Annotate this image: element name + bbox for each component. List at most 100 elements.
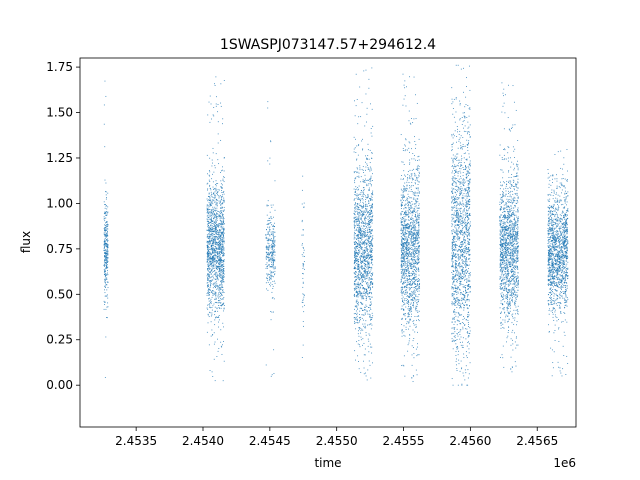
data-point [418,290,420,292]
data-point [453,288,454,290]
data-point [362,196,364,198]
data-point [401,277,403,279]
data-point [362,280,364,282]
data-point [103,271,105,273]
data-point [213,332,215,334]
data-point [220,274,222,275]
data-point [361,284,363,286]
data-point [414,136,415,138]
data-point [107,211,109,213]
data-point [409,204,411,206]
data-point [354,256,356,257]
data-point [369,292,371,294]
data-point [370,323,372,325]
data-point [216,213,218,215]
data-point [271,218,273,220]
data-point [216,283,218,285]
data-point [268,239,270,241]
data-point [218,213,220,215]
data-point [273,231,275,233]
data-point [221,291,223,293]
data-point [271,258,273,260]
data-point [354,296,356,297]
data-point [365,230,367,232]
data-point [405,298,407,300]
data-point [268,218,270,219]
data-point [211,263,213,265]
data-point [403,98,405,100]
data-point [354,182,356,184]
data-point [215,274,216,276]
data-point [414,216,416,217]
data-point [358,290,360,292]
data-point [414,194,416,196]
data-point [206,240,208,242]
data-point [270,245,272,247]
data-point [210,248,212,250]
data-point [413,197,415,199]
data-point [357,198,359,200]
data-point [220,292,222,294]
data-point [417,160,419,161]
data-point [364,273,366,275]
data-point [268,243,270,245]
data-point [367,283,369,285]
data-point [272,266,274,268]
data-point [208,200,210,201]
data-point [210,270,212,272]
data-point [207,226,209,228]
data-point [211,257,213,259]
data-point [458,300,460,301]
data-point [404,300,406,302]
data-point [355,301,357,303]
data-point [417,187,419,189]
data-point [271,291,273,293]
data-point [412,283,413,285]
data-point [220,213,221,215]
data-point [365,222,367,224]
data-point [355,286,357,288]
data-point [104,255,106,257]
data-point [217,265,219,267]
data-point [266,224,268,225]
data-point [214,319,216,321]
data-point [222,218,224,220]
data-point [459,307,461,309]
data-point [403,225,405,227]
data-point [367,268,369,270]
data-point [370,208,371,210]
data-point [369,178,371,180]
data-point [206,154,208,156]
data-point [404,80,406,82]
data-point [357,254,359,255]
data-point [218,240,220,242]
data-point [208,202,210,204]
data-point [369,199,371,201]
data-point [401,271,402,273]
data-point [410,267,412,269]
data-point [105,191,107,193]
data-point [409,76,411,78]
data-point [359,217,361,219]
data-point [365,208,367,210]
data-point [404,280,406,282]
data-point [418,248,420,250]
data-point [417,167,419,169]
data-point [103,246,105,248]
data-point [366,305,368,307]
data-point [354,177,356,179]
data-point [210,245,212,247]
data-point [216,248,218,250]
data-point [366,266,368,268]
data-point [372,125,374,127]
data-point [215,189,217,191]
data-point [216,215,218,217]
data-point [418,175,420,177]
data-point [274,239,276,241]
data-point [216,234,218,235]
data-point [221,210,223,211]
data-point [402,271,404,273]
data-point [368,200,370,202]
data-point [212,247,214,249]
data-point [207,273,208,275]
